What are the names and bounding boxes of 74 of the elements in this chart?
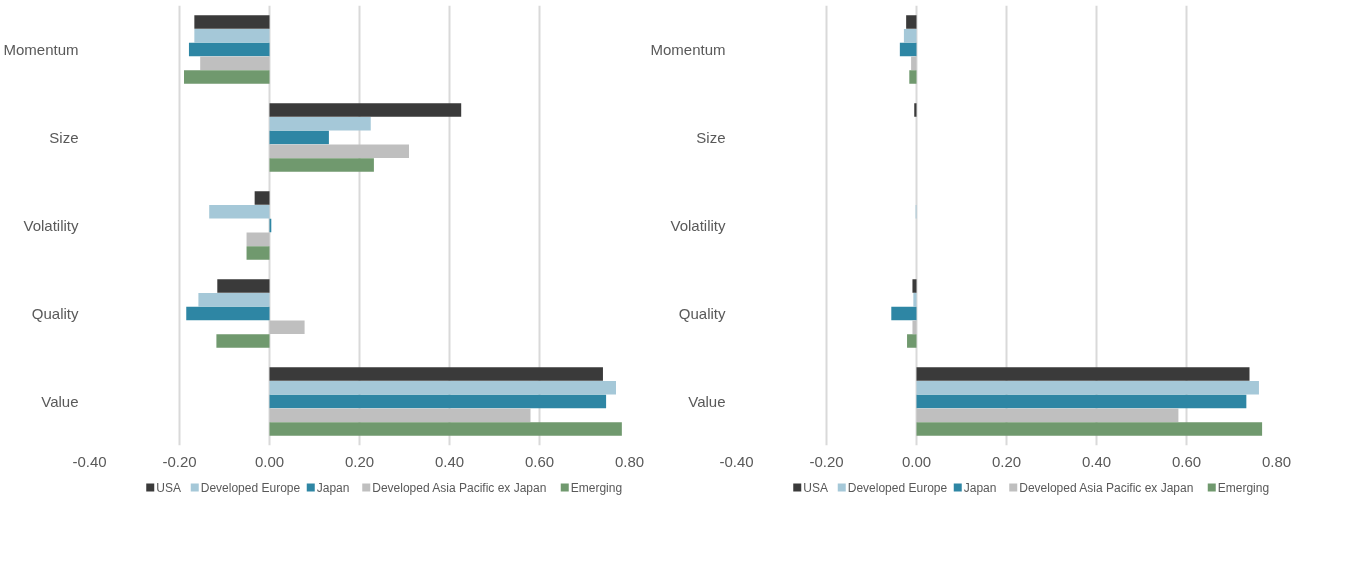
x-tick-label: 0.80 [614,452,645,470]
x-tick-label: -0.20 [162,452,197,470]
bar [269,367,603,381]
bar [916,381,1259,395]
bar [269,158,374,172]
bar [907,334,917,348]
legend-label: Developed Europe [847,480,948,495]
bar [269,320,305,334]
y-tick-label: Value [688,393,726,410]
bar [916,408,1179,422]
legend-label: Japan [963,480,997,495]
x-tick-label: 0.20 [991,452,1022,470]
legend-label: Developed Asia Pacific ex Japan [1019,480,1194,495]
x-tick-label: 0.60 [1171,452,1202,470]
bar [246,246,270,260]
bar [916,422,1263,436]
x-tick-label: 0.60 [524,452,555,470]
x-tick-label: 0.40 [1081,452,1112,470]
bar [916,367,1250,381]
bar [184,70,270,84]
bar [269,394,607,409]
y-tick-label: Momentum [3,41,79,58]
x-tick-label: -0.40 [719,452,754,470]
bar [269,408,531,422]
bar [913,293,917,307]
legend-label: Emerging [1217,480,1270,495]
legend-label: USA [156,480,181,495]
y-tick-label: Size [49,129,79,146]
bar [209,205,270,219]
bar [246,232,270,246]
bar [194,29,270,43]
bar [186,306,270,321]
bar [217,279,270,293]
legend-label: Developed Europe [200,480,301,495]
bar [269,130,329,145]
y-tick-label: Quality [31,305,79,322]
legend-label: Emerging [570,480,623,495]
x-tick-label: 0.80 [1261,452,1292,470]
bar [269,144,409,158]
y-tick-label: Size [696,129,726,146]
bar [911,56,917,70]
bar [216,334,270,348]
bar [198,293,270,307]
bar [891,306,917,321]
bar [912,320,917,334]
bar [254,191,270,205]
x-tick-label: 0.00 [901,452,932,470]
legend-label: Developed Asia Pacific ex Japan [372,480,547,495]
bar [903,29,917,43]
bar [269,103,462,117]
legend-label: Japan [316,480,350,495]
y-tick-label: Momentum [650,41,726,58]
legend-label: USA [803,480,828,495]
x-tick-label: 0.00 [254,452,285,470]
bar [909,70,917,84]
bar [269,422,622,436]
bar [194,15,270,29]
bar [914,103,917,117]
y-tick-label: Volatility [670,217,726,234]
x-tick-label: -0.40 [72,452,107,470]
x-tick-label: 0.20 [344,452,375,470]
bar [906,15,917,29]
y-tick-label: Volatility [23,217,79,234]
bar [269,117,371,131]
x-tick-label: 0.40 [434,452,465,470]
bar [912,279,917,293]
bar [269,381,616,395]
bar [200,56,270,70]
bar [188,42,270,57]
bar [899,42,917,57]
y-tick-label: Quality [678,305,726,322]
y-tick-label: Value [41,393,79,410]
bar [916,394,1247,409]
x-tick-label: -0.20 [809,452,844,470]
